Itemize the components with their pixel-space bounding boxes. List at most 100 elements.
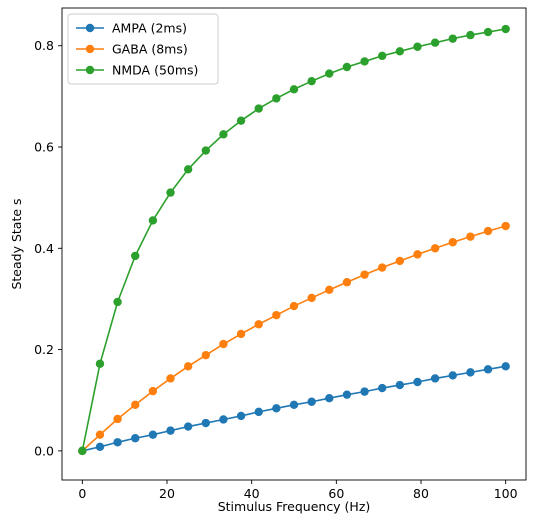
data-point <box>360 387 369 396</box>
x-tick-label: 0 <box>78 486 86 501</box>
data-point <box>95 442 105 452</box>
x-tick-label: 40 <box>244 486 260 501</box>
data-point <box>342 278 352 287</box>
data-point <box>78 446 87 456</box>
data-point <box>483 365 493 374</box>
data-point <box>360 57 369 66</box>
data-point <box>360 270 369 279</box>
data-point <box>430 374 440 383</box>
data-point <box>166 188 175 197</box>
data-point <box>342 62 352 72</box>
legend-box <box>67 13 219 85</box>
plot-area <box>78 24 510 456</box>
data-point <box>448 371 457 380</box>
data-point <box>183 165 193 174</box>
data-point <box>377 51 387 61</box>
x-tick-label: 80 <box>413 486 429 501</box>
y-tick-label: 0.2 <box>34 342 54 357</box>
data-point <box>483 226 493 236</box>
data-point <box>307 293 316 303</box>
data-point <box>254 320 263 329</box>
data-point <box>201 146 211 155</box>
data-point <box>448 238 457 247</box>
data-point <box>272 404 281 413</box>
data-point <box>148 216 158 225</box>
data-point <box>501 362 510 371</box>
axes-frame <box>61 7 527 481</box>
data-point <box>148 430 158 439</box>
legend-label: GABA (8ms) <box>112 42 188 57</box>
data-point <box>325 285 334 295</box>
data-point <box>236 411 246 421</box>
x-tick-label: 100 <box>494 486 518 501</box>
data-point <box>113 297 122 307</box>
data-point <box>413 42 422 51</box>
y-tick-label: 0.8 <box>34 38 54 53</box>
data-point <box>201 350 211 360</box>
data-point <box>219 415 228 424</box>
y-axis-label: Steady State s <box>9 198 24 289</box>
data-point <box>95 430 105 439</box>
data-point <box>219 130 228 139</box>
series-2 <box>78 24 510 456</box>
data-point <box>430 244 440 253</box>
data-point <box>377 263 387 272</box>
x-axis-label: Stimulus Frequency (Hz) <box>218 499 371 514</box>
axes: 0 20 40 60 80 100 0.0 0.2 0.4 0.6 0.8 <box>34 7 527 501</box>
data-point <box>307 397 316 406</box>
data-point <box>201 418 211 428</box>
data-point <box>236 116 246 125</box>
data-point <box>148 386 158 396</box>
data-point <box>272 94 281 103</box>
legend-item: GABA (8ms) <box>76 42 188 57</box>
y-tick-label: 0.6 <box>34 140 54 155</box>
data-point <box>466 368 475 377</box>
legend-marker <box>85 65 95 75</box>
legend-item: AMPA (2ms) <box>76 21 187 36</box>
data-point <box>501 221 510 231</box>
data-point <box>483 27 493 37</box>
x-tick-label: 60 <box>328 486 344 501</box>
data-point <box>289 301 299 311</box>
data-point <box>183 422 193 431</box>
data-point <box>501 24 510 34</box>
data-point <box>166 426 175 435</box>
data-point <box>166 374 175 383</box>
data-point <box>113 438 122 447</box>
data-point <box>183 362 193 371</box>
data-point <box>325 69 334 78</box>
data-point <box>466 30 475 40</box>
legend-marker <box>85 23 95 33</box>
data-point <box>395 380 405 390</box>
data-point <box>219 339 228 349</box>
data-point <box>395 256 405 266</box>
data-point <box>131 251 140 261</box>
legend-label: NMDA (50ms) <box>112 63 198 78</box>
data-point <box>466 232 475 241</box>
data-point <box>395 47 405 56</box>
legend-marker <box>85 44 95 54</box>
data-point <box>430 38 440 47</box>
legend-item: NMDA (50ms) <box>76 63 198 78</box>
data-point <box>325 394 334 403</box>
data-point <box>377 383 387 393</box>
data-point <box>448 34 457 43</box>
y-tick-label: 0.0 <box>34 443 54 458</box>
data-point <box>113 414 122 424</box>
data-point <box>342 390 352 399</box>
legend-label: AMPA (2ms) <box>112 21 187 36</box>
data-point <box>236 329 246 339</box>
data-point <box>254 104 263 113</box>
data-point <box>272 310 281 320</box>
data-point <box>413 250 422 259</box>
data-point <box>413 377 422 387</box>
data-point <box>131 434 140 443</box>
x-tick-label: 20 <box>159 486 175 501</box>
y-tick-label: 0.4 <box>34 241 54 256</box>
data-point <box>289 85 299 94</box>
data-point <box>289 400 299 409</box>
data-point <box>131 400 140 409</box>
data-point <box>307 76 316 86</box>
